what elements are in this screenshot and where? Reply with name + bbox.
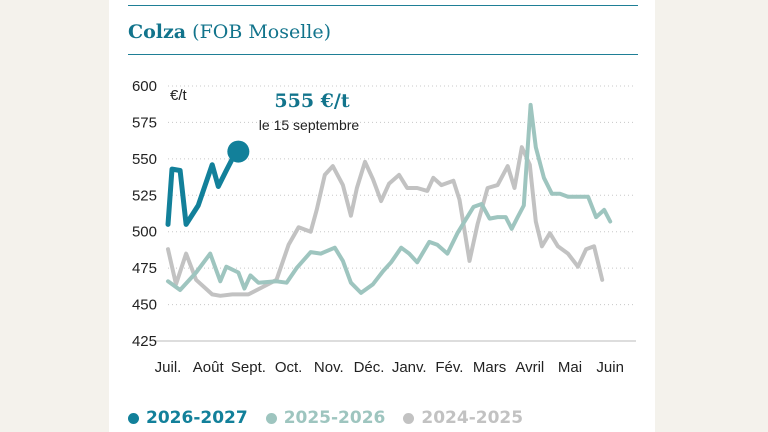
legend-label: 2026-2027	[146, 408, 248, 428]
series-line-2026-2027	[165, 149, 241, 227]
x-tick-label: Sept.	[231, 359, 266, 376]
y-tick-label: 500	[132, 224, 157, 241]
x-tick-label: Oct.	[275, 359, 303, 376]
legend-label: 2024-2025	[421, 408, 524, 428]
y-tick-label: 475	[132, 260, 157, 277]
title-rule	[128, 54, 638, 55]
x-tick-label: Juin	[596, 359, 624, 376]
y-axis: 425 450 475 500 525 550 575 600	[132, 78, 157, 350]
annotation-date: le 15 septembre	[259, 117, 360, 133]
y-unit-label: €/t	[170, 87, 188, 104]
y-tick-label: 600	[132, 78, 157, 95]
chart-title: Colza (FOB Moselle)	[128, 21, 331, 43]
chart-card	[109, 0, 655, 432]
legend-item-2024-2025: 2024-2025	[403, 408, 523, 428]
legend-dot-icon	[265, 412, 277, 424]
title-product: Colza	[128, 21, 187, 43]
legend-label: 2025-2026	[283, 408, 386, 428]
title-market: (FOB Moselle)	[186, 21, 332, 43]
x-axis: Juil. Août Sept. Oct. Nov. Déc. Janv. Fév. Mars A…	[155, 359, 624, 376]
legend-dot-icon	[403, 412, 415, 424]
series-line-2024-2025	[166, 145, 605, 298]
series-lines	[165, 102, 613, 298]
annotation-value: 555 €/t	[274, 90, 349, 112]
latest-point-marker	[227, 140, 250, 163]
x-tick-label: Janv.	[392, 359, 427, 376]
y-tick-label: 550	[132, 151, 157, 168]
x-tick-label: Avril	[515, 359, 544, 376]
x-tick-label: Déc.	[354, 359, 385, 376]
legend-item-2025-2026: 2025-2026	[265, 408, 386, 428]
y-tick-label: 450	[132, 297, 157, 314]
x-tick-label: Fév.	[435, 359, 463, 376]
y-tick-label: 425	[132, 333, 157, 350]
legend-dot-icon	[128, 412, 139, 424]
x-tick-label: Août	[193, 359, 225, 376]
legend-item-2026-2027: 2026-2027	[128, 408, 248, 428]
x-tick-label: Nov.	[314, 359, 344, 376]
y-tick-label: 575	[132, 114, 157, 131]
x-tick-label: Juil.	[155, 359, 182, 376]
annotation: €/t 555 €/t le 15 septembre	[170, 87, 359, 133]
y-tick-label: 525	[132, 187, 157, 204]
x-tick-label: Mars	[473, 359, 506, 376]
x-tick-label: Mai	[558, 359, 582, 376]
legend: 2026-2027 2025-2026 2024-2025	[128, 408, 523, 428]
top-rule	[128, 5, 638, 6]
grid	[156, 85, 636, 342]
series-line-2025-2026	[166, 102, 613, 295]
